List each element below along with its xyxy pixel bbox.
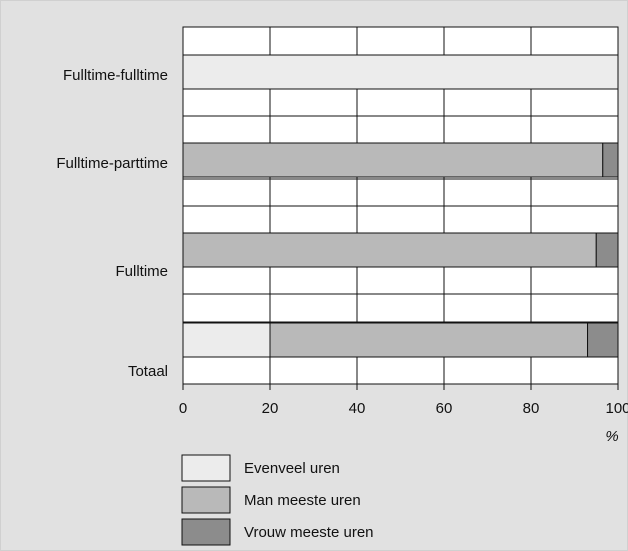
category-label: Fulltime [115, 263, 168, 280]
x-axis-unit-label: % [605, 428, 618, 445]
bar-segment [587, 322, 619, 358]
bar-segment [182, 232, 597, 268]
legend-swatch [181, 454, 231, 482]
bar-segment [595, 232, 619, 268]
legend-label: Evenveel uren [244, 460, 340, 477]
bar-segment [602, 142, 619, 178]
x-tick-label: 20 [262, 400, 279, 417]
bar-segment [182, 322, 271, 358]
legend-label: Vrouw meeste uren [244, 524, 374, 541]
legend: Evenveel uren Man meeste uren Vrouw meeste… [181, 454, 374, 546]
x-tick-label: 100 [605, 400, 628, 417]
category-label: Fulltime-fulltime [63, 67, 168, 84]
legend-swatch [181, 486, 231, 514]
x-axis-ticks: 0 20 40 60 80 100 [179, 384, 628, 417]
x-tick-label: 40 [349, 400, 366, 417]
bar-segment [182, 54, 619, 90]
bars [182, 54, 619, 358]
x-tick-label: 60 [436, 400, 453, 417]
category-label: Fulltime-parttime [56, 155, 168, 172]
legend-swatch [181, 518, 231, 546]
bar-segment [269, 322, 589, 358]
bar-segment [182, 142, 604, 178]
category-label: Totaal [128, 363, 168, 380]
category-labels: Fulltime-fulltime Fulltime-parttime Fullti… [56, 67, 168, 380]
x-tick-label: 0 [179, 400, 187, 417]
legend-label: Man meeste uren [244, 492, 361, 509]
x-tick-label: 80 [523, 400, 540, 417]
